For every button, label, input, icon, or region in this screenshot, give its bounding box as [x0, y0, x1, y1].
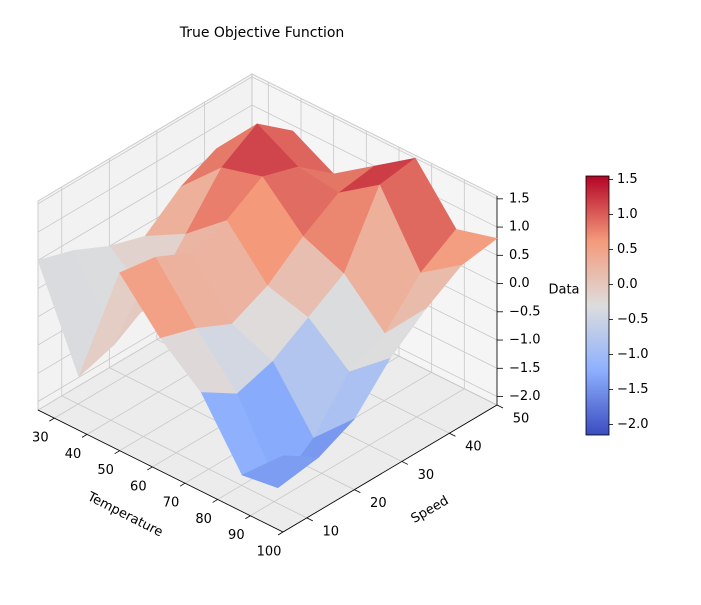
colorbar-tick-label: 0.5	[617, 242, 638, 257]
colorbar-tick-label: −0.5	[617, 312, 649, 327]
colorbar-tick-label: −2.0	[617, 417, 649, 432]
y-tick-label: 20	[370, 496, 387, 511]
x-tick-label: 50	[97, 463, 114, 478]
tick-mark	[449, 432, 456, 437]
y-axis-line	[282, 404, 498, 533]
tick-mark	[114, 450, 120, 455]
y-tick-label: 30	[418, 468, 435, 483]
z-tick-label: −0.5	[509, 304, 541, 319]
y-axis-label: Speed	[409, 493, 452, 526]
grid-line	[61, 395, 307, 519]
tick-mark	[354, 489, 361, 494]
colorbar-tick-label: 1.5	[617, 172, 638, 187]
colorbar	[585, 175, 610, 436]
grid-line	[250, 388, 465, 517]
z-tick-label: 1.5	[509, 191, 530, 206]
colorbar-tick-label: −1.5	[617, 382, 649, 397]
colorbar-tick-label: 1.0	[617, 207, 638, 222]
x-tick-label: 90	[228, 528, 245, 543]
z-tick-label: 1.0	[509, 220, 530, 235]
y-tick-label: 40	[465, 440, 482, 455]
colorbar-tick-label: 0.0	[617, 277, 638, 292]
chart-title: True Objective Function	[179, 25, 345, 41]
z-tick-label: 0.5	[509, 248, 530, 263]
x-tick-label: 100	[257, 545, 282, 560]
z-tick-label: −2.0	[509, 389, 541, 404]
x-tick-label: 60	[130, 479, 147, 494]
x-axis-line	[37, 409, 284, 533]
tick-mark	[277, 531, 284, 536]
surface-patch	[241, 455, 320, 489]
tick-mark	[245, 515, 251, 520]
tick-mark	[401, 461, 409, 465]
colorbar-tick-label: −1.0	[617, 347, 649, 362]
z-tick-label: −1.5	[509, 361, 541, 376]
x-axis-label: Temperature	[84, 489, 165, 540]
x-tick-label: 80	[195, 512, 212, 527]
y-tick-label: 50	[513, 412, 530, 427]
tick-mark	[81, 434, 88, 438]
grid-line	[37, 76, 253, 205]
z-tick-label: −1.0	[509, 333, 541, 348]
x-tick-label: 30	[32, 431, 49, 446]
tick-mark	[179, 482, 186, 487]
tick-mark	[147, 466, 153, 471]
tick-mark	[212, 499, 218, 503]
tick-mark	[496, 404, 504, 409]
z-axis-label: Data	[548, 283, 579, 298]
x-tick-label: 70	[163, 496, 180, 511]
tick-mark	[49, 417, 55, 422]
grid-line	[251, 76, 498, 200]
y-tick-label: 10	[323, 524, 340, 539]
z-tick-label: 0.0	[509, 276, 530, 291]
tick-mark	[306, 517, 313, 522]
x-tick-label: 40	[65, 447, 82, 462]
grid-line	[37, 104, 253, 233]
